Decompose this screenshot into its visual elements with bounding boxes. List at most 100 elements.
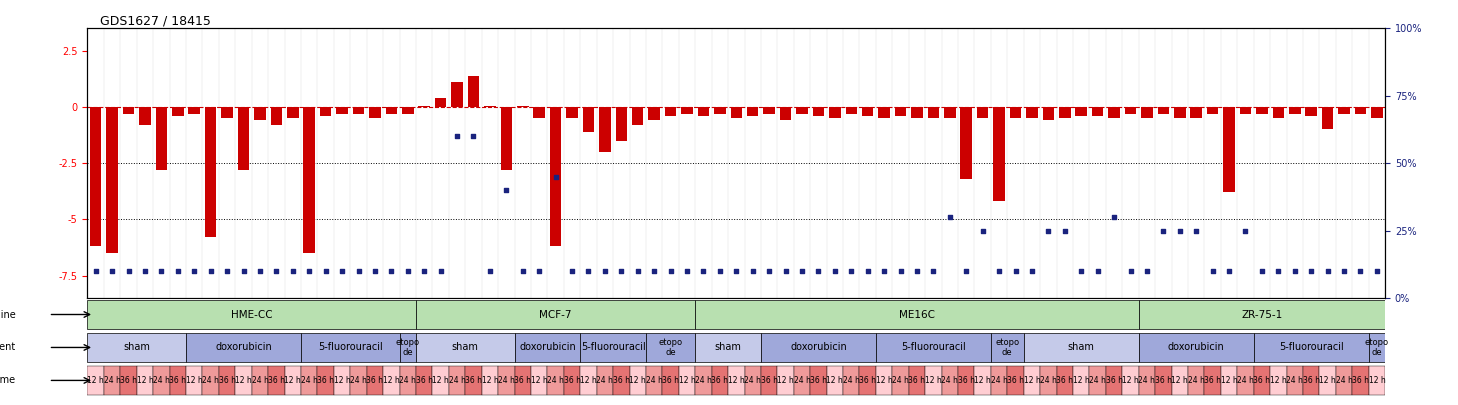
Point [921,268,945,274]
Bar [416,333,515,362]
Bar [121,366,137,395]
Bar [169,366,187,395]
Bar [958,366,974,395]
Bar [1352,366,1369,395]
Bar [137,366,153,395]
Bar [547,366,564,395]
Bar [876,333,991,362]
Text: 12 h: 12 h [630,376,646,385]
Text: 36 h: 36 h [908,376,926,385]
Text: GDS1627 / 18415: GDS1627 / 18415 [101,14,211,27]
Bar [728,366,745,395]
Text: 12 h: 12 h [87,376,104,385]
Point [265,268,289,274]
Bar [122,107,134,114]
Bar [1257,107,1267,114]
Text: 36 h: 36 h [515,376,531,385]
Text: 24 h: 24 h [399,376,416,385]
Point [609,268,633,274]
Text: 12 h: 12 h [1073,376,1089,385]
Point [150,268,174,274]
Text: 36 h: 36 h [465,376,483,385]
Point [117,268,140,274]
Bar [468,76,480,107]
Text: 12 h: 12 h [284,376,302,385]
Text: 24 h: 24 h [300,376,318,385]
Point [413,268,436,274]
Bar [764,107,774,114]
Point [1333,268,1356,274]
Bar [1188,366,1204,395]
Point [248,268,271,274]
Point [1005,268,1028,274]
Bar [1158,107,1169,114]
Bar [452,82,462,107]
Point [1118,268,1142,274]
Bar [1123,366,1139,395]
Bar [1092,107,1104,116]
Bar [1239,107,1251,114]
Bar [630,366,646,395]
Point [544,173,567,180]
Text: 24 h: 24 h [350,376,367,385]
Bar [761,366,777,395]
Bar [418,106,430,107]
Bar [1223,107,1235,192]
Bar [846,107,857,114]
Bar [580,333,646,362]
Text: HME-CC: HME-CC [230,309,273,320]
Bar [859,366,876,395]
Point [709,268,732,274]
Point [560,268,583,274]
Bar [1371,107,1382,118]
Bar [353,107,364,114]
Text: 36 h: 36 h [169,376,187,385]
Text: 12 h: 12 h [235,376,252,385]
Bar [222,107,233,118]
Bar [1204,366,1220,395]
Point [1317,268,1340,274]
Bar [550,107,561,246]
Text: ME16C: ME16C [900,309,935,320]
Bar [1270,366,1286,395]
Bar [1286,366,1303,395]
Bar [434,98,446,107]
Point [790,268,814,274]
Text: 24 h: 24 h [252,376,268,385]
Text: 12 h: 12 h [137,376,153,385]
Point [429,268,452,274]
Point [675,268,698,274]
Text: 36 h: 36 h [1007,376,1024,385]
Bar [187,366,203,395]
Bar [188,107,200,114]
Bar [300,366,318,395]
Bar [1024,366,1040,395]
Point [1251,268,1274,274]
Bar [681,107,693,114]
Bar [318,366,334,395]
Bar [599,107,611,152]
Text: 36 h: 36 h [1105,376,1123,385]
Point [182,268,206,274]
Point [806,268,830,274]
Bar [1254,366,1270,395]
Bar [367,366,383,395]
Bar [1369,333,1385,362]
Bar [399,366,416,395]
Bar [827,366,843,395]
Bar [646,333,695,362]
Text: 24 h: 24 h [547,376,564,385]
Text: 12 h: 12 h [827,376,843,385]
Bar [1139,366,1155,395]
Point [1365,268,1388,274]
Point [840,268,863,274]
Text: 24 h: 24 h [1188,376,1204,385]
Text: 36 h: 36 h [416,376,433,385]
Bar [646,366,662,395]
Point [1021,268,1044,274]
Text: doxorubicin: doxorubicin [519,343,576,352]
Bar [235,366,252,395]
Text: etopo
de: etopo de [659,338,682,357]
Point [198,268,222,274]
Bar [1336,366,1352,395]
